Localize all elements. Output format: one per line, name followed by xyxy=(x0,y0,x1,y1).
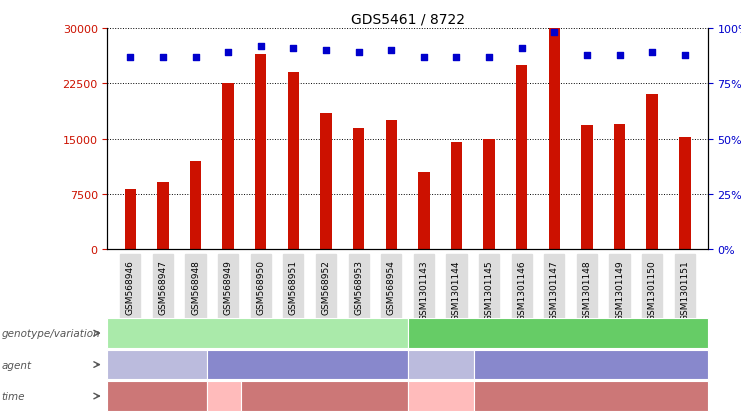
Point xyxy=(320,47,332,54)
Bar xyxy=(288,73,299,250)
Bar xyxy=(190,161,202,250)
Bar xyxy=(385,121,397,250)
Point xyxy=(157,55,169,61)
Point xyxy=(483,55,495,61)
Text: 24 hours: 24 hours xyxy=(299,391,349,401)
Point xyxy=(548,30,560,37)
Text: 2 hours: 2 hours xyxy=(203,391,245,401)
Bar xyxy=(418,173,430,250)
Text: time: time xyxy=(1,391,25,401)
Bar xyxy=(548,29,560,250)
Point xyxy=(451,55,462,61)
Point xyxy=(222,50,234,57)
Bar xyxy=(483,140,495,250)
Bar xyxy=(124,190,136,250)
Text: WT: WT xyxy=(249,328,266,338)
Bar xyxy=(451,143,462,250)
Point xyxy=(124,55,136,61)
Bar xyxy=(581,126,593,250)
Bar xyxy=(646,95,658,250)
Bar xyxy=(255,55,267,250)
Text: control: control xyxy=(138,360,177,370)
Point xyxy=(353,50,365,57)
Text: 24 hours: 24 hours xyxy=(566,391,616,401)
Bar xyxy=(320,114,332,250)
Text: estradiol: estradiol xyxy=(283,360,332,370)
Text: genotype/variation: genotype/variation xyxy=(1,328,100,338)
Bar xyxy=(157,182,169,250)
Point xyxy=(614,52,625,59)
Point xyxy=(516,45,528,52)
Point xyxy=(385,47,397,54)
Point xyxy=(646,50,658,57)
Point xyxy=(255,43,267,50)
Text: 2 hours: 2 hours xyxy=(420,391,462,401)
Point xyxy=(288,45,299,52)
Text: cKO: cKO xyxy=(547,328,568,338)
Point xyxy=(190,55,202,61)
Text: 24 hours: 24 hours xyxy=(133,391,182,401)
Text: GDS5461 / 8722: GDS5461 / 8722 xyxy=(350,12,465,26)
Text: estradiol: estradiol xyxy=(567,360,615,370)
Bar xyxy=(679,138,691,250)
Point xyxy=(418,55,430,61)
Text: control: control xyxy=(422,360,460,370)
Bar xyxy=(516,66,528,250)
Point xyxy=(581,52,593,59)
Bar xyxy=(222,84,234,250)
Text: agent: agent xyxy=(1,360,32,370)
Point xyxy=(679,52,691,59)
Bar xyxy=(353,128,365,250)
Bar xyxy=(614,125,625,250)
